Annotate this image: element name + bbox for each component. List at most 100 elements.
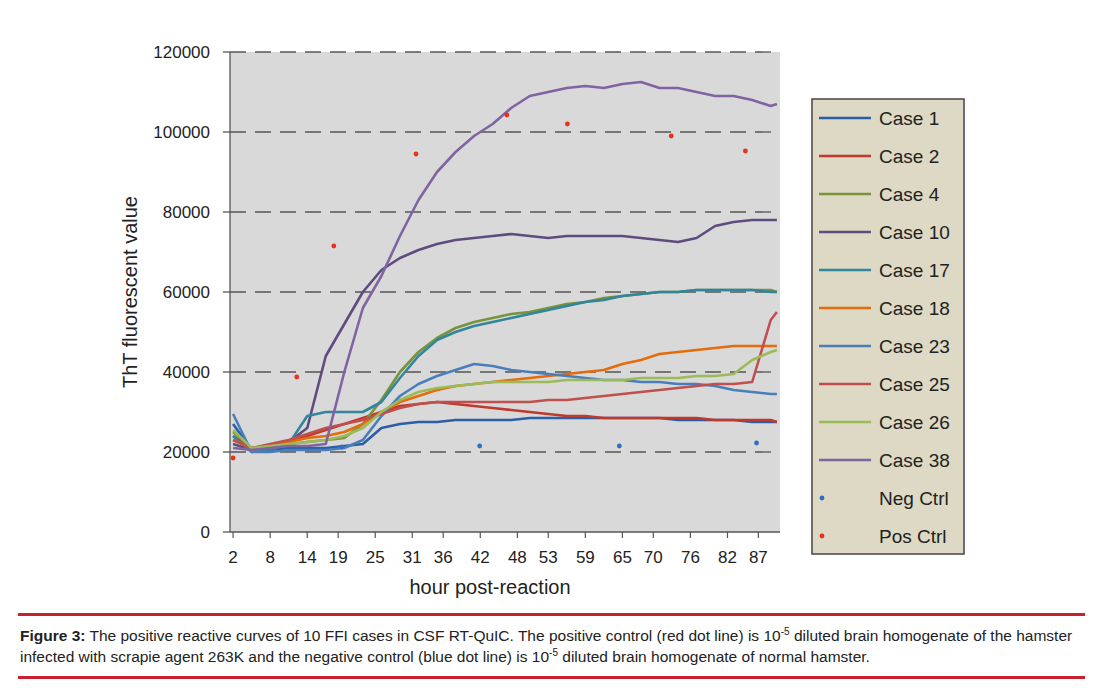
grid-line [230, 211, 780, 212]
legend-swatch [819, 459, 871, 462]
legend-label: Neg Ctrl [879, 488, 949, 509]
x-tick-label: 42 [471, 548, 490, 567]
x-tick-label: 14 [298, 548, 317, 567]
x-tick-label: 70 [644, 548, 663, 567]
y-tick [223, 211, 230, 212]
caption: Figure 3: The positive reactive curves o… [18, 613, 1085, 679]
legend-swatch [819, 383, 871, 386]
series-line [233, 82, 777, 450]
y-tick-label: 20000 [163, 443, 210, 462]
scatter-point [331, 244, 336, 249]
series-line [233, 350, 777, 448]
x-tick [338, 532, 339, 538]
legend-swatch [819, 345, 871, 348]
plot-background [230, 52, 780, 532]
x-tick [270, 532, 271, 538]
scatter-point [617, 444, 622, 449]
x-tick-label: 19 [329, 548, 348, 567]
y-tick-label: 0 [201, 523, 210, 542]
legend-label: Case 2 [879, 146, 939, 167]
scatter-point [339, 445, 344, 450]
series-line [233, 290, 777, 452]
y-axis [229, 52, 230, 532]
legend-swatch [819, 421, 871, 424]
page: {"chart_data": { "type": "line", "xlabel… [0, 0, 1094, 688]
legend-swatch [820, 496, 825, 501]
x-tick [375, 532, 376, 538]
chart: 0 20000 40000 60000 80000 100000 120000 2 8 14 19 2… [0, 0, 1094, 612]
y-tick-label: 60000 [163, 283, 210, 302]
scatter-point [231, 456, 236, 461]
grid-line [230, 131, 780, 132]
y-tick [223, 371, 230, 372]
x-tick-label: 87 [749, 548, 768, 567]
grid-line [230, 451, 780, 452]
x-tick-label: 31 [403, 548, 422, 567]
grid-line [230, 291, 780, 292]
legend-label: Case 4 [879, 184, 940, 205]
scatter-point [294, 375, 299, 380]
caption-text: The positive reactive curves of 10 FFI c… [85, 627, 780, 644]
x-axis [230, 531, 780, 532]
x-tick [412, 532, 413, 538]
x-tick-label: 36 [434, 548, 453, 567]
x-tick [653, 532, 654, 538]
scatter-point [669, 134, 674, 139]
y-tick [223, 51, 230, 52]
legend-swatch [819, 231, 871, 234]
y-tick [223, 531, 230, 532]
series-line [233, 312, 777, 448]
caption-text: diluted brain homogenate of normal hamst… [558, 648, 870, 665]
y-tick-label: 80000 [163, 203, 210, 222]
scatter-point [565, 122, 570, 127]
legend-swatch [819, 269, 871, 272]
legend-swatch [820, 534, 825, 539]
x-tick-label: 76 [681, 548, 700, 567]
grid-line [230, 51, 780, 52]
scatter-point [754, 441, 759, 446]
x-tick [690, 532, 691, 538]
x-tick-label: 2 [228, 548, 237, 567]
x-tick [548, 532, 549, 538]
legend-label: Case 17 [879, 260, 950, 281]
x-tick-label: 59 [576, 548, 595, 567]
caption-text: -5 [781, 626, 790, 637]
legend-label: Case 1 [879, 108, 939, 129]
y-tick-label: 40000 [163, 363, 210, 382]
x-tick [307, 532, 308, 538]
legend-label: Case 26 [879, 412, 950, 433]
legend-label: Pos Ctrl [879, 526, 947, 547]
scatter-point [477, 444, 482, 449]
x-tick [727, 532, 728, 538]
legend-swatch [819, 307, 871, 310]
x-axis-title: hour post-reaction [409, 576, 570, 598]
y-tick [223, 131, 230, 132]
legend-box [812, 99, 964, 554]
x-tick-label: 82 [718, 548, 737, 567]
x-tick [585, 532, 586, 538]
x-tick-label: 65 [613, 548, 632, 567]
x-tick-label: 48 [508, 548, 527, 567]
grid-line [230, 371, 780, 372]
caption-text: -5 [549, 647, 558, 658]
legend-label: Case 25 [879, 374, 950, 395]
y-tick [223, 291, 230, 292]
legend-swatch [819, 117, 871, 120]
legend-swatch [819, 155, 871, 158]
caption-text: Figure 3: [20, 627, 85, 644]
y-tick-label: 120000 [153, 43, 210, 62]
legend-label: Case 18 [879, 298, 950, 319]
legend-swatch [819, 193, 871, 196]
x-tick [232, 532, 233, 538]
x-tick-label: 25 [366, 548, 385, 567]
scatter-point [504, 113, 509, 118]
x-tick-label: 53 [539, 548, 558, 567]
x-tick [622, 532, 623, 538]
y-tick [223, 451, 230, 452]
x-tick-label: 8 [265, 548, 274, 567]
x-tick [443, 532, 444, 538]
legend-label: Case 10 [879, 222, 950, 243]
y-tick-label: 100000 [153, 123, 210, 142]
legend-label: Case 38 [879, 450, 950, 471]
x-tick [517, 532, 518, 538]
